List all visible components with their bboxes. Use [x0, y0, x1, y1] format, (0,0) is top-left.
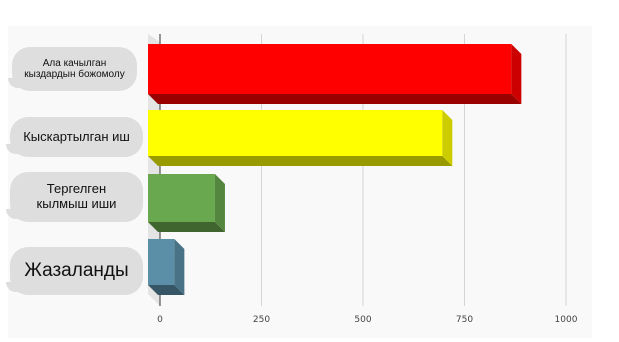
bar-bottom-face-2 [148, 222, 225, 232]
bar-bottom-face-0 [148, 94, 522, 104]
category-label-3: Жазаланды [6, 247, 143, 295]
bar-3 [148, 239, 175, 285]
category-label-2: Тергелген кылмыш иши [6, 172, 143, 222]
bar-0 [148, 44, 512, 94]
bar-bottom-face-3 [148, 285, 185, 295]
bar-bottom-face-1 [148, 156, 453, 166]
x-tick-label: 0 [157, 315, 163, 325]
x-tick-label: 1000 [555, 315, 578, 325]
category-label-1: Кыскартылган иш [6, 117, 143, 157]
bar-1 [148, 110, 443, 156]
bar-side-face-2 [214, 174, 225, 232]
bar-side-face-1 [442, 110, 453, 166]
x-tick-label: 250 [253, 315, 270, 325]
bar-2 [148, 174, 215, 222]
bar-side-face-0 [511, 44, 522, 104]
x-tick-label: 750 [456, 315, 473, 325]
category-label-0: Ала качылган кыздардын божомолу [8, 47, 137, 91]
bar-side-face-3 [174, 239, 185, 295]
x-tick-label: 500 [354, 315, 371, 325]
